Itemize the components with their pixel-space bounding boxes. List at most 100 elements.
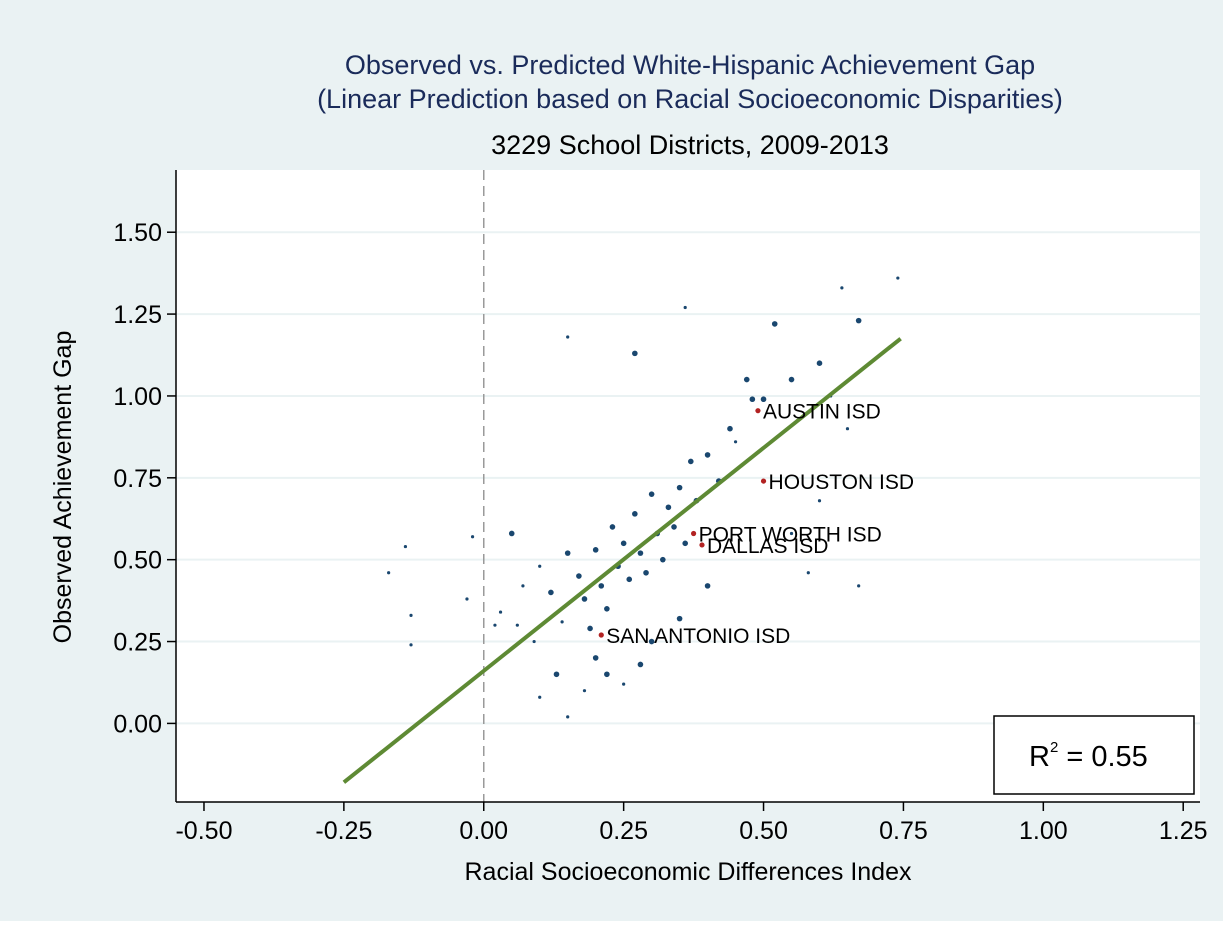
data-point — [660, 556, 666, 563]
highlight-point — [690, 530, 697, 537]
data-point — [855, 317, 862, 324]
data-point — [676, 484, 683, 491]
data-point — [387, 571, 391, 575]
data-point — [816, 360, 823, 367]
x-tick-label: 0.75 — [879, 817, 928, 845]
chart-subtitle: 3229 School Districts, 2009-2013 — [491, 130, 889, 160]
data-point — [789, 531, 794, 536]
data-point — [683, 305, 687, 310]
data-point — [665, 504, 672, 511]
linear-fit-line — [342, 337, 902, 784]
data-point — [566, 335, 570, 339]
y-axis-ticks: 0.00 0.25 0.50 0.75 1.00 1.25 1.50 — [113, 219, 176, 738]
r2-value: = 0.55 — [1058, 741, 1148, 773]
data-point — [498, 610, 503, 614]
data-point — [643, 569, 649, 576]
data-point — [548, 589, 554, 596]
x-tick-label: 1.25 — [1159, 817, 1208, 845]
data-point — [637, 550, 644, 556]
data-point — [671, 524, 677, 530]
data-point — [409, 613, 413, 617]
data-point — [648, 638, 655, 645]
data-point — [598, 583, 605, 589]
data-point — [465, 597, 469, 601]
district-label: AUSTIN ISD — [763, 401, 881, 424]
data-point — [587, 625, 593, 632]
data-point — [538, 564, 542, 568]
chart-title-line2: (Linear Prediction based on Racial Socio… — [317, 84, 1063, 114]
data-point — [620, 540, 627, 547]
data-point — [896, 276, 900, 280]
y-tick-label: 0.75 — [113, 465, 162, 493]
y-tick-label: 1.00 — [113, 383, 162, 411]
data-point — [840, 286, 844, 290]
highlight-point — [755, 408, 761, 414]
x-tick-label: -0.50 — [175, 817, 232, 845]
data-point — [538, 695, 542, 699]
data-point — [592, 547, 599, 553]
data-point — [515, 623, 519, 627]
district-label: PORT WORTH ISD — [699, 523, 882, 546]
y-tick-label: 0.50 — [113, 547, 162, 575]
y-tick-label: 0.25 — [113, 629, 162, 657]
data-point — [727, 425, 733, 432]
district-label: HOUSTON ISD — [769, 471, 914, 494]
r2-exponent: 2 — [1050, 739, 1058, 756]
data-point — [470, 535, 475, 539]
y-tick-label: 1.25 — [113, 301, 162, 329]
highlight-point — [598, 632, 604, 638]
data-point — [733, 440, 738, 444]
data-point — [845, 427, 850, 431]
x-axis-ticks: -0.50 -0.25 0.00 0.25 0.50 0.75 1.00 1.25 — [175, 802, 1208, 845]
data-point — [626, 576, 633, 583]
data-point — [604, 605, 610, 612]
y-axis-label: Observed Achievement Gap — [49, 331, 77, 644]
data-point — [632, 350, 638, 357]
x-tick-label: 0.25 — [599, 817, 648, 845]
data-point — [648, 491, 655, 497]
data-point — [806, 571, 810, 575]
data-point — [521, 584, 525, 588]
r2-annotation-box: R2 = 0.55 — [993, 715, 1195, 795]
labeled-districts: AUSTIN ISD HOUSTON ISD PORT WORTH ISDDALLA… — [598, 401, 914, 648]
data-point — [637, 661, 644, 668]
data-point — [592, 655, 599, 661]
data-point — [857, 584, 861, 588]
data-point — [682, 540, 689, 547]
data-point — [532, 639, 536, 644]
plot-area — [176, 170, 1200, 802]
data-point — [609, 524, 616, 530]
data-point — [817, 499, 822, 503]
x-tick-label: 0.00 — [459, 817, 508, 845]
data-point — [632, 511, 638, 517]
x-tick-label: -0.25 — [315, 817, 372, 845]
data-point — [508, 530, 515, 537]
r2-label: R2 = 0.55 — [1029, 739, 1148, 773]
data-point — [604, 671, 610, 678]
data-point — [743, 376, 750, 383]
data-point — [581, 596, 588, 602]
x-tick-label: 1.00 — [1019, 817, 1068, 845]
r2-box-frame — [993, 715, 1195, 795]
data-point — [409, 643, 413, 647]
data-point — [788, 376, 795, 383]
data-point — [704, 452, 711, 458]
data-point — [622, 682, 626, 686]
data-point — [560, 620, 564, 624]
highlight-point — [760, 478, 767, 484]
data-point — [771, 321, 778, 327]
y-tick-label: 1.50 — [113, 219, 162, 247]
data-point — [576, 573, 582, 579]
data-point — [749, 396, 756, 403]
data-point — [403, 544, 408, 549]
x-axis-label: Racial Socioeconomic Differences Index — [465, 858, 912, 886]
district-label: SAN ANTONIO ISD — [606, 625, 790, 648]
district-label: DALLAS ISD — [707, 535, 828, 558]
data-point — [704, 583, 711, 589]
r2-prefix: R — [1029, 741, 1050, 773]
data-point — [493, 623, 497, 627]
highlight-point — [699, 542, 705, 548]
x-tick-label: 0.50 — [739, 817, 788, 845]
